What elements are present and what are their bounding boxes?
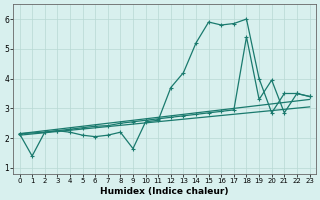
- X-axis label: Humidex (Indice chaleur): Humidex (Indice chaleur): [100, 187, 229, 196]
